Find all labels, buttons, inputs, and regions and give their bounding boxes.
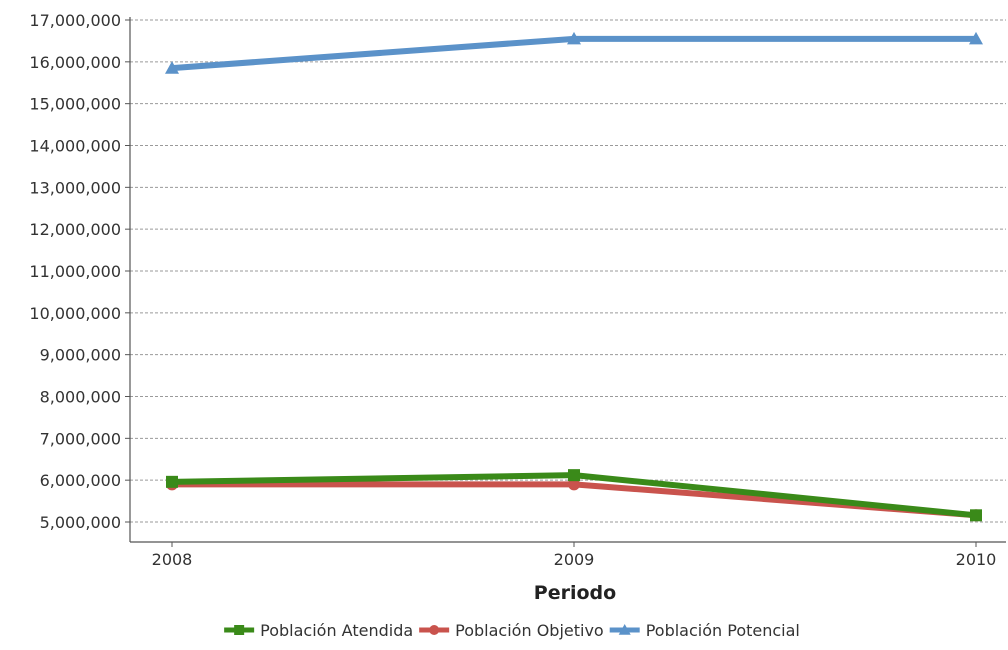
data-point [969, 31, 983, 45]
y-tick-label: 9,000,000 [40, 346, 121, 365]
legend-item-poblacion-atendida: Población Atendida [224, 621, 413, 640]
legend-label: Población Potencial [646, 621, 800, 640]
series-lines [165, 31, 983, 522]
legend-item-poblacion-objetivo: Población Objetivo [419, 621, 604, 640]
y-tick-label: 16,000,000 [29, 53, 121, 72]
x-axis-ticks: 2008 2009 2010 [152, 542, 997, 569]
legend-item-poblacion-potencial: Población Potencial [609, 621, 800, 640]
y-tick-label: 8,000,000 [40, 388, 121, 407]
y-tick-label: 10,000,000 [29, 304, 121, 323]
gridlines [130, 19, 1006, 523]
series-poblacion-objetivo [166, 478, 982, 522]
y-tick-label: 15,000,000 [29, 95, 121, 114]
y-tick-label: 12,000,000 [29, 220, 121, 239]
data-point [568, 478, 580, 491]
x-tick-label: 2009 [554, 550, 595, 569]
legend-swatch-marker [234, 625, 245, 635]
y-axis-ticks: 5,000,000 6,000,000 7,000,000 8,000,000 9,00… [29, 11, 130, 532]
data-point [567, 31, 581, 45]
y-tick-label: 11,000,000 [29, 262, 121, 281]
series-poblacion-atendida [166, 469, 982, 522]
y-tick-label: 5,000,000 [40, 513, 121, 532]
series-poblacion-potencial [165, 31, 983, 74]
legend-label: Población Objetivo [455, 621, 604, 640]
x-tick-label: 2010 [956, 550, 997, 569]
data-point [165, 61, 179, 74]
legend-label: Población Atendida [260, 621, 413, 640]
y-tick-label: 13,000,000 [29, 178, 121, 197]
y-tick-label: 6,000,000 [40, 471, 121, 490]
data-point [166, 475, 178, 488]
legend: Población Atendida Población Objetivo Pobl… [224, 621, 800, 640]
x-axis-title: Periodo [534, 582, 616, 604]
y-tick-label: 14,000,000 [29, 137, 121, 156]
legend-swatch-marker [429, 625, 440, 635]
y-tick-label: 17,000,000 [29, 11, 121, 30]
data-point [970, 509, 982, 522]
data-point [568, 469, 580, 482]
legend-swatch-marker [618, 624, 631, 635]
axes [129, 17, 1006, 543]
x-tick-label: 2008 [152, 550, 193, 569]
y-tick-label: 7,000,000 [40, 429, 121, 448]
